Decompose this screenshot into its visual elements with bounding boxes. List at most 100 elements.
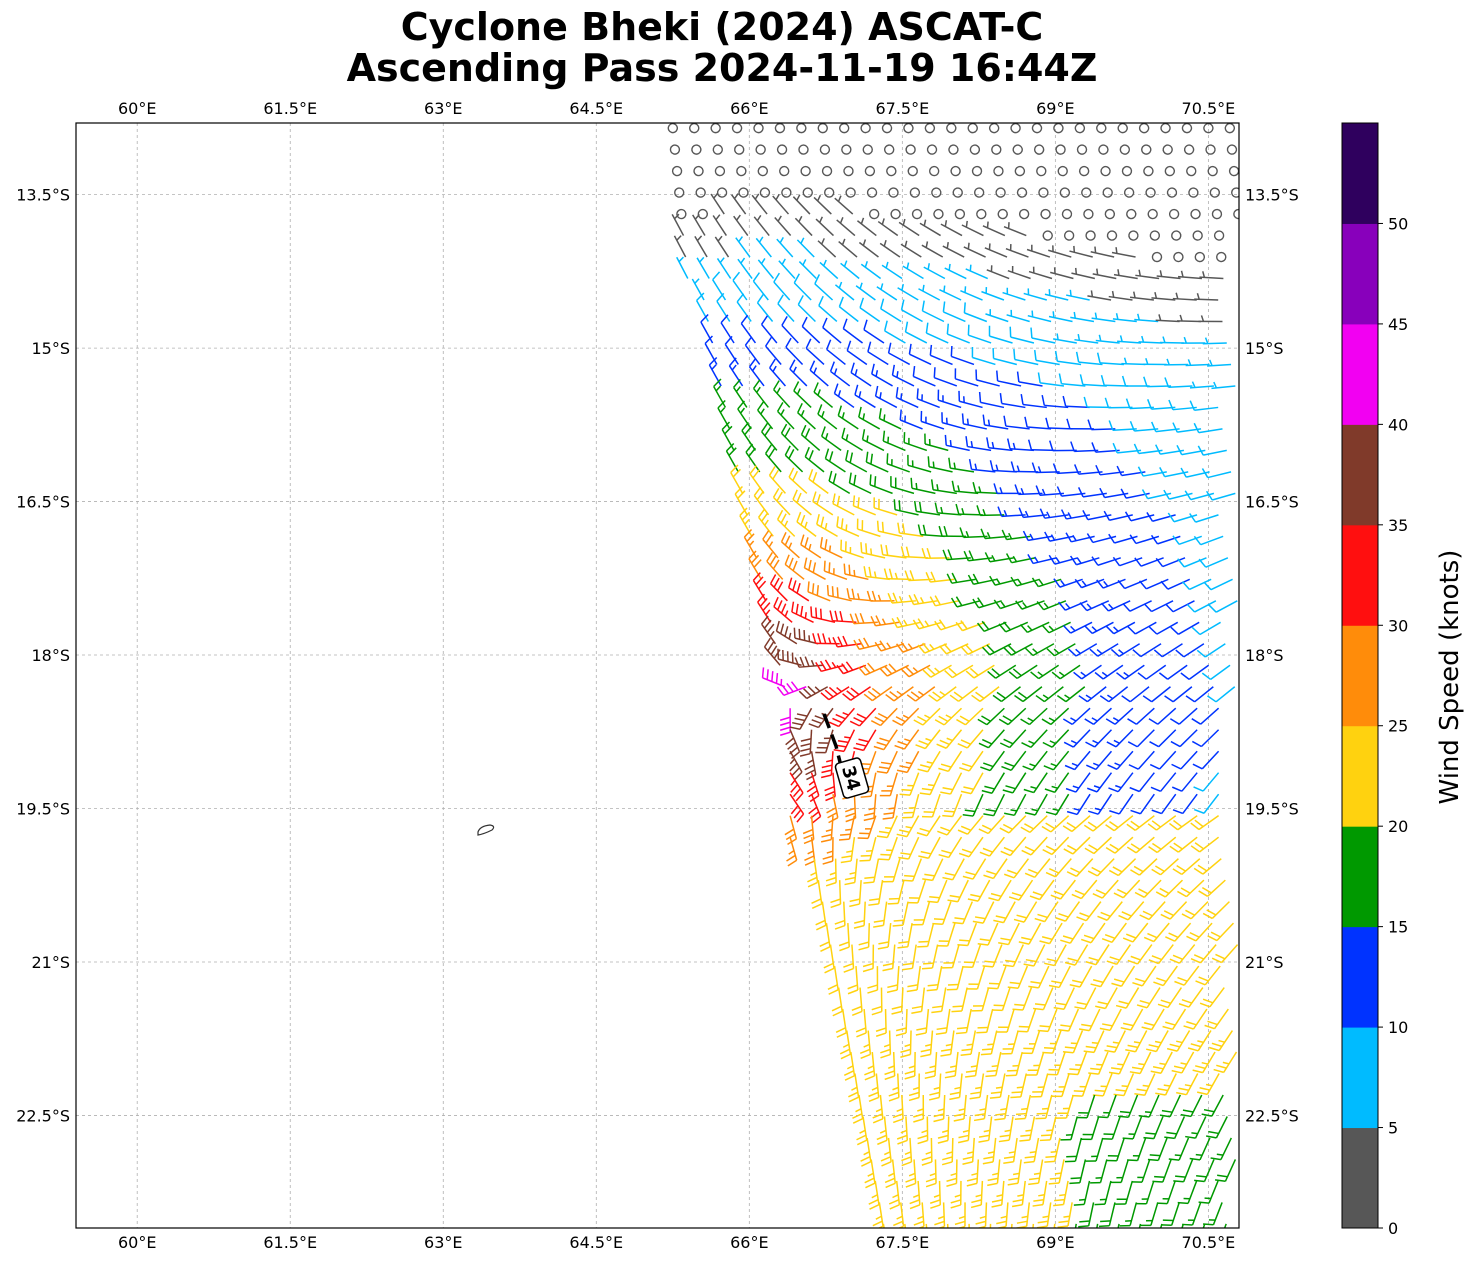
wind-barb	[1007, 309, 1032, 321]
wind-barb	[877, 747, 897, 776]
wind-barb	[1179, 982, 1203, 1010]
wind-barb	[817, 923, 831, 951]
wind-barb	[1107, 723, 1133, 749]
wind-barb	[1205, 144, 1216, 155]
wind-barb	[799, 678, 827, 700]
wind-barb	[929, 679, 957, 703]
wind-barb	[839, 237, 861, 257]
wind-barb	[1018, 208, 1030, 220]
wind-barb	[839, 814, 854, 842]
wind-barb	[1137, 982, 1160, 1010]
wind-barb	[1023, 526, 1051, 540]
wind-barb	[1111, 961, 1134, 989]
lat-tick-left: 19.5°S	[16, 800, 70, 819]
wind-barb	[1169, 209, 1180, 220]
wind-barb	[756, 235, 776, 257]
wind-barb	[1100, 165, 1111, 176]
wind-barb	[987, 264, 1012, 278]
wind-barb	[821, 751, 833, 779]
wind-barb	[1104, 209, 1115, 220]
wind-barb	[1153, 960, 1177, 988]
wind-barb	[1086, 939, 1109, 967]
wind-barb	[714, 165, 726, 177]
lat-tick-left: 15°S	[31, 339, 70, 358]
wind-barb	[728, 358, 751, 386]
colorbar-tick-label: 25	[1388, 717, 1408, 736]
wind-barb	[1152, 851, 1179, 877]
wind-barb	[961, 635, 990, 656]
wind-barb	[774, 122, 787, 135]
wind-barb	[902, 656, 931, 678]
wind-barb	[1173, 851, 1200, 876]
wind-barb	[1173, 252, 1183, 262]
wind-barb	[1095, 122, 1107, 134]
wind-barb	[1172, 766, 1197, 793]
wind-barb	[1207, 679, 1234, 704]
wind-barb	[833, 1009, 847, 1037]
colorbar-segment	[1342, 1128, 1378, 1229]
wind-barb	[1117, 335, 1141, 343]
wind-barb	[897, 811, 919, 839]
wind-barb	[1119, 144, 1130, 155]
wind-barb	[1156, 549, 1185, 568]
wind-barb	[1087, 290, 1112, 300]
wind-barb	[1112, 247, 1137, 257]
wind-barb	[959, 831, 983, 859]
wind-barb	[1191, 829, 1218, 853]
wind-barb	[918, 832, 940, 860]
lon-tick-bottom: 64.5°E	[569, 1233, 623, 1252]
wind-barb	[1130, 851, 1157, 877]
wind-barb	[829, 988, 843, 1016]
wind-barb	[781, 837, 798, 866]
lat-tick-left: 18°S	[31, 646, 70, 665]
wind-barb	[942, 790, 961, 819]
wind-barb	[1191, 808, 1219, 832]
wind-barb	[1225, 123, 1236, 134]
wind-barb	[1152, 527, 1181, 545]
wind-barb	[1109, 291, 1134, 300]
lon-tick-bottom: 67.5°E	[875, 1233, 929, 1252]
wind-barb	[988, 875, 1011, 903]
wind-barb	[864, 165, 877, 178]
wind-barb	[920, 769, 940, 798]
wind-barb	[677, 254, 693, 278]
wind-barb	[1128, 230, 1139, 241]
wind-barb	[952, 591, 981, 608]
wind-barb	[922, 854, 943, 883]
wind-barb	[772, 597, 799, 622]
wind-barb	[1096, 334, 1120, 342]
wind-barb	[1106, 701, 1133, 726]
wind-barb	[1192, 723, 1218, 749]
wind-barb	[1214, 231, 1224, 241]
wind-barb	[1147, 505, 1176, 522]
wind-barb	[1157, 270, 1182, 279]
wind-barb	[841, 1052, 855, 1080]
wind-barb	[1164, 484, 1193, 500]
wind-barb	[1171, 230, 1181, 240]
wind-barb	[880, 770, 897, 799]
wind-barb	[1172, 1047, 1194, 1075]
wind-barb	[1049, 548, 1078, 565]
wind-barb	[1192, 701, 1219, 726]
wind-barb	[1121, 1004, 1143, 1032]
wind-barb	[1036, 679, 1063, 704]
wind-barb	[1016, 187, 1028, 199]
wind-barb	[1085, 230, 1096, 241]
wind-barb	[1121, 165, 1132, 176]
wind-barb	[1151, 292, 1175, 300]
wind-barb	[1123, 917, 1148, 944]
wind-barb	[1190, 505, 1219, 523]
wind-barb	[978, 701, 1005, 727]
wind-barb	[1000, 723, 1026, 750]
wind-barb	[1194, 527, 1223, 546]
lon-tick-top: 63°E	[424, 99, 462, 118]
wind-barb	[880, 238, 903, 257]
wind-barb	[992, 165, 1004, 177]
wind-barb	[1092, 312, 1117, 321]
wind-barb	[1156, 441, 1184, 455]
colorbar-segment	[1342, 223, 1378, 324]
wind-barb	[1009, 657, 1037, 680]
wind-barb	[1029, 266, 1054, 279]
wind-barb	[795, 655, 823, 667]
wind-barb	[837, 1031, 851, 1059]
